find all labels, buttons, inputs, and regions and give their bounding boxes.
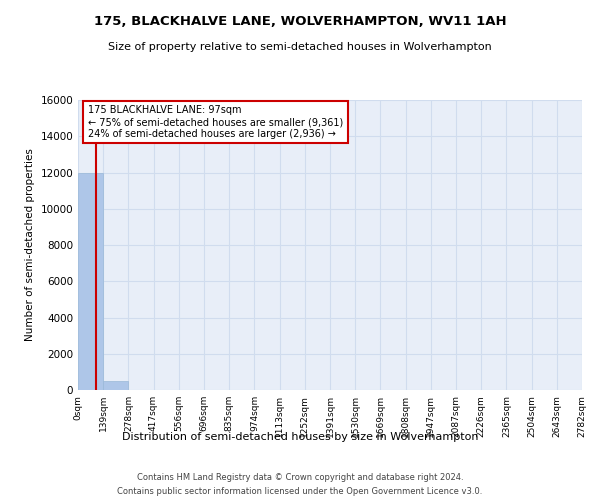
Text: Size of property relative to semi-detached houses in Wolverhampton: Size of property relative to semi-detach… (108, 42, 492, 52)
Text: Contains public sector information licensed under the Open Government Licence v3: Contains public sector information licen… (118, 488, 482, 496)
Y-axis label: Number of semi-detached properties: Number of semi-detached properties (25, 148, 35, 342)
Text: Distribution of semi-detached houses by size in Wolverhampton: Distribution of semi-detached houses by … (122, 432, 478, 442)
Text: 175, BLACKHALVE LANE, WOLVERHAMPTON, WV11 1AH: 175, BLACKHALVE LANE, WOLVERHAMPTON, WV1… (94, 15, 506, 28)
Bar (103, 381, 128, 390)
Bar (78, 172, 103, 390)
Text: 175 BLACKHALVE LANE: 97sqm
← 75% of semi-detached houses are smaller (9,361)
24%: 175 BLACKHALVE LANE: 97sqm ← 75% of semi… (88, 106, 343, 138)
Text: Contains HM Land Registry data © Crown copyright and database right 2024.: Contains HM Land Registry data © Crown c… (137, 472, 463, 482)
